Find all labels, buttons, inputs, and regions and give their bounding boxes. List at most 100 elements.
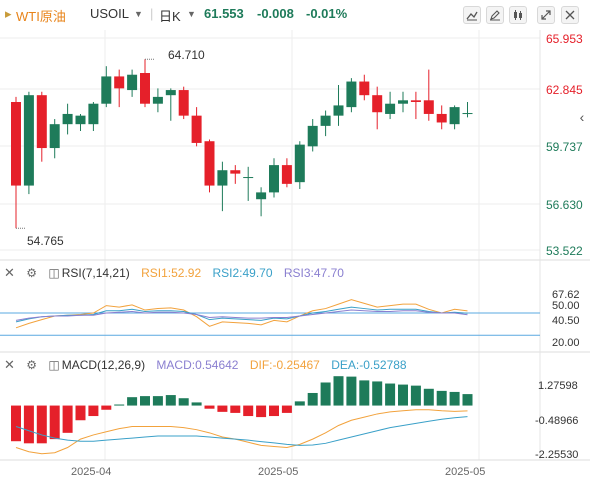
rsi2-value: RSI2:49.70	[212, 266, 273, 280]
candle-body	[75, 115, 86, 125]
expand-arrow-icon[interactable]: ▸	[5, 6, 12, 21]
price-change-pct: -0.01%	[306, 6, 348, 21]
macd-bar	[359, 380, 370, 406]
macd-bar	[23, 405, 34, 444]
candle-body	[49, 124, 60, 149]
macd-value: MACD:0.54642	[156, 358, 239, 372]
edit-icon	[490, 10, 500, 21]
y-tick-main: 56.630	[546, 198, 583, 212]
chart-header: ▸ WTI原油 USOIL ▼ | 日K ▼ 61.553 -0.008 -0.…	[0, 0, 590, 30]
macd-bar	[217, 405, 228, 412]
candle-body	[398, 100, 408, 104]
expand-button[interactable]	[537, 6, 555, 24]
draw-button[interactable]	[463, 6, 481, 24]
candle-body	[281, 165, 292, 184]
macd-settings-icon[interactable]: ⚙	[26, 358, 38, 372]
edit-button[interactable]	[486, 6, 504, 24]
candle-body	[230, 170, 241, 174]
candle-body	[165, 90, 176, 96]
y-tick-main: 62.845	[546, 83, 583, 97]
period-dropdown-icon[interactable]: ▼	[187, 9, 196, 19]
rsi-settings-icon[interactable]: ⚙	[26, 266, 38, 280]
macd-bar	[88, 405, 99, 417]
candle-body	[436, 113, 447, 123]
symbol-code[interactable]: USOIL	[90, 6, 130, 21]
macd-bar	[140, 396, 150, 406]
collapse-side-icon[interactable]: ‹	[579, 109, 585, 125]
rsi-eye-icon[interactable]: ◫	[48, 266, 60, 280]
macd-bar	[449, 391, 460, 406]
macd-bar	[49, 405, 60, 440]
last-price: 61.553	[204, 6, 244, 21]
macd-title: MACD(12,26,9)	[61, 358, 146, 372]
rsi-line-1	[15, 299, 468, 329]
rsi-y-tick: 67.62	[552, 289, 580, 301]
candle-body	[320, 115, 331, 126]
x-tick-label: 2025-05	[445, 466, 485, 478]
y-tick-main: 65.953	[546, 32, 583, 46]
rsi1-value: RSI1:52.92	[141, 266, 202, 280]
candle-body	[449, 107, 460, 125]
rsi-close-icon[interactable]: ✕	[4, 265, 15, 280]
header-divider: |	[150, 6, 154, 21]
candle-style-icon	[514, 10, 522, 20]
macd-bar	[101, 405, 112, 410]
candle-body	[333, 105, 344, 116]
candle-body	[36, 95, 47, 149]
candlesticks	[11, 58, 473, 229]
macd-bar	[462, 394, 473, 406]
candle-body	[385, 103, 396, 114]
macd-bar	[398, 384, 408, 406]
candle-body	[23, 95, 34, 186]
macd-bar	[436, 390, 447, 406]
macd-y-tick: -2.25530	[535, 449, 578, 461]
grid	[0, 30, 590, 461]
candle-body	[346, 81, 357, 108]
rsi-line-3	[15, 309, 468, 321]
macd-bar	[11, 405, 21, 442]
x-tick-label: 2025-04	[71, 466, 111, 478]
macd-bar	[294, 401, 305, 406]
candle-body	[256, 192, 267, 200]
rsi3-value: RSI3:47.70	[283, 266, 344, 280]
candle-body	[243, 177, 254, 179]
x-tick-label: 2025-05	[258, 466, 298, 478]
macd-bar	[423, 388, 434, 406]
candle-body	[372, 95, 383, 113]
dif-line	[15, 409, 468, 455]
symbol-dropdown-icon[interactable]: ▼	[134, 9, 143, 19]
macd-bar	[307, 392, 318, 406]
candle-body	[152, 96, 163, 104]
macd-bar	[372, 381, 383, 406]
candle-body	[114, 76, 125, 89]
macd-bar	[333, 376, 344, 406]
rsi-header: ✕ ⚙ ◫ RSI(7,14,21) RSI1:52.92 RSI2:49.70 …	[4, 265, 352, 281]
symbol-name[interactable]: WTI原油	[16, 9, 66, 24]
macd-bar	[114, 404, 125, 406]
rsi-y-tick: 20.00	[552, 337, 580, 349]
candle-body	[410, 100, 421, 103]
macd-eye-icon[interactable]: ◫	[48, 358, 60, 372]
candle-body	[359, 81, 370, 96]
candle-body	[178, 90, 189, 116]
macd-bar	[230, 405, 241, 413]
candle-body	[191, 115, 202, 143]
macd-bar	[178, 398, 189, 406]
period-label[interactable]: 日K	[159, 9, 181, 24]
macd-bar	[243, 405, 254, 417]
dif-value: DIF:-0.25467	[249, 358, 320, 372]
candle-body	[127, 74, 138, 91]
macd-bar	[346, 376, 357, 406]
close-button[interactable]	[561, 6, 579, 24]
macd-panel	[11, 376, 473, 455]
macd-y-tick: -0.48966	[535, 415, 578, 427]
macd-close-icon[interactable]: ✕	[4, 357, 15, 372]
macd-bar	[204, 405, 215, 409]
candle-body	[140, 73, 150, 104]
macd-bar	[269, 405, 279, 417]
candle-body	[307, 125, 318, 147]
candle-body	[204, 141, 215, 186]
candle-style-button[interactable]	[509, 6, 527, 24]
dea-line	[15, 416, 468, 446]
